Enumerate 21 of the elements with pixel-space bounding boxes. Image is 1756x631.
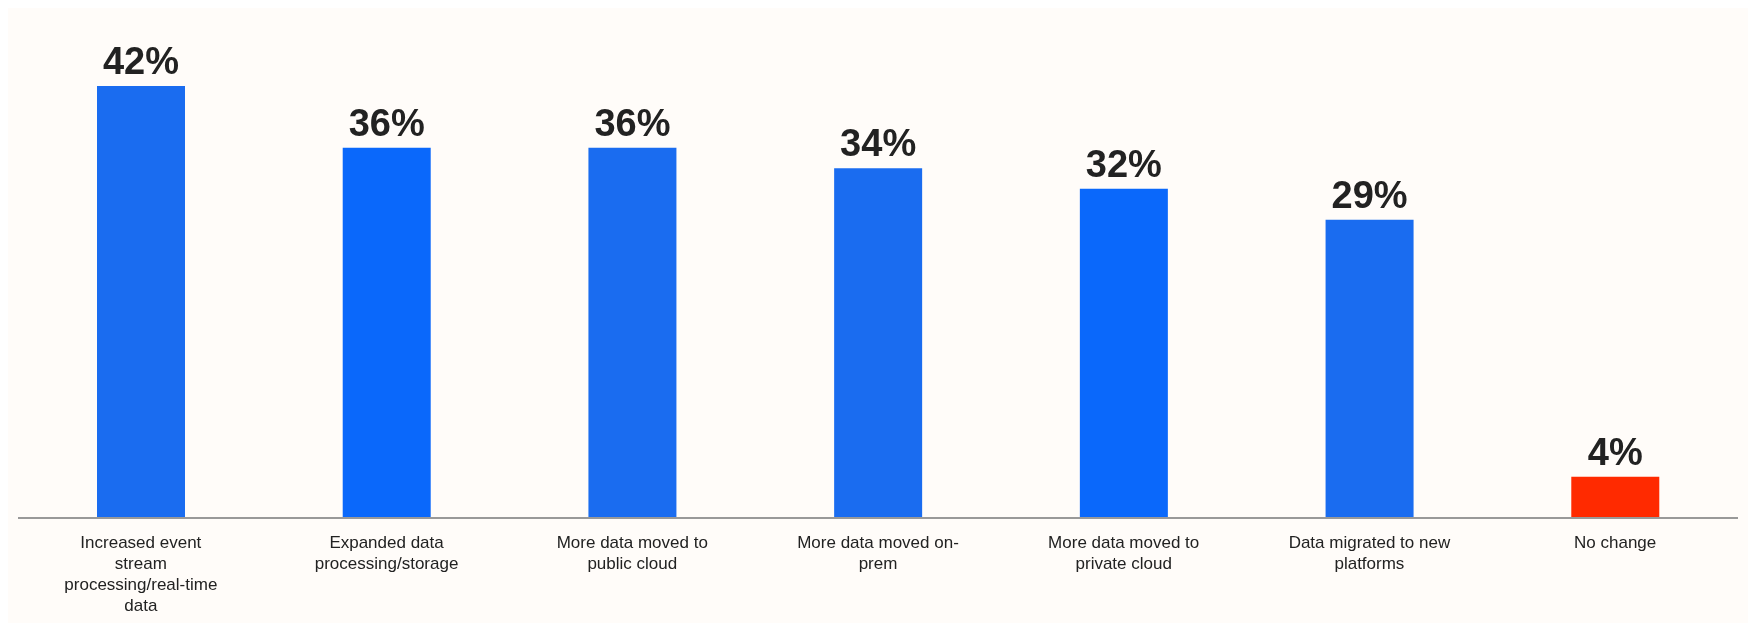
bar <box>1079 188 1168 518</box>
data-label: 29% <box>1331 173 1408 216</box>
bar <box>588 147 677 518</box>
data-label: 34% <box>840 122 917 165</box>
bar <box>1571 476 1660 518</box>
bar <box>97 86 185 518</box>
x-tick-label: Increased event stream processing/real-time data <box>64 533 218 615</box>
x-tick-label: Data migrated to new platforms <box>1288 533 1451 573</box>
x-tick-label: No change <box>1574 533 1657 552</box>
data-label: 36% <box>594 101 671 144</box>
bar <box>834 168 923 518</box>
x-tick-label: More data moved on-prem <box>797 533 959 573</box>
x-tick-label: Expanded data processing/storage <box>314 533 459 573</box>
bar <box>1325 219 1414 518</box>
bar <box>342 147 431 518</box>
x-tick-label: More data moved to public cloud <box>556 533 708 573</box>
data-label: 4% <box>1587 430 1643 473</box>
data-label: 32% <box>1085 142 1162 185</box>
data-label: 42% <box>102 40 180 82</box>
x-tick-label: More data moved to private cloud <box>1048 533 1200 573</box>
data-label: 36% <box>348 101 425 144</box>
